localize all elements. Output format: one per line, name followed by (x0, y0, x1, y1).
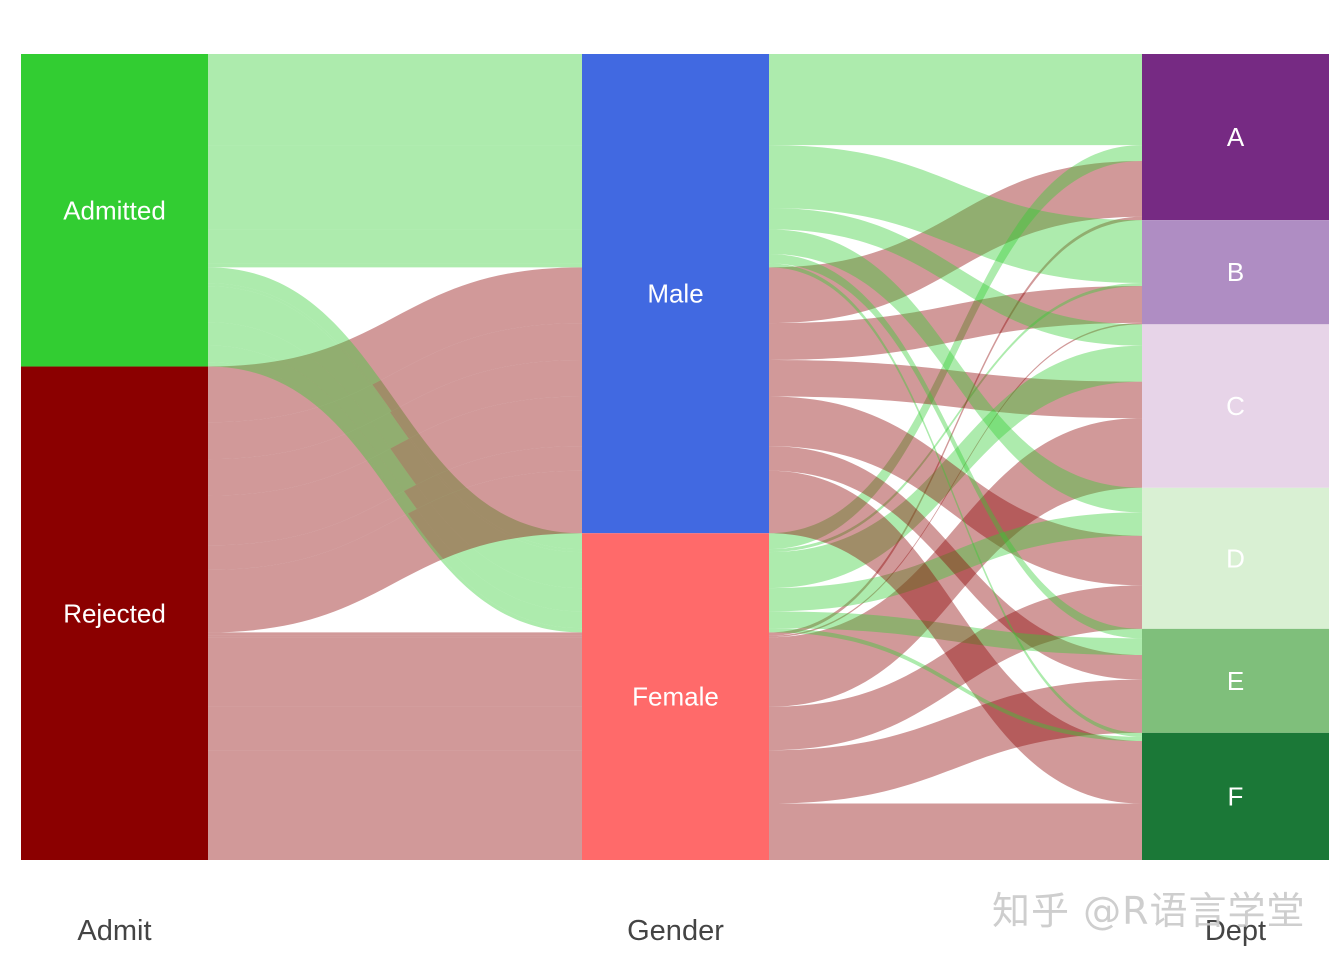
stratum-dept-b (1142, 220, 1329, 325)
flow-admitted-female-f-seg1 (208, 362, 582, 633)
axis-label-dept: Dept (1205, 915, 1266, 947)
flow-rejected-female-d-seg2 (769, 585, 1142, 751)
flow-admitted-male-e-seg1 (208, 253, 582, 264)
flow-admitted-male-c-seg1 (208, 208, 582, 230)
flow-admitted-female-b-seg1 (208, 283, 582, 553)
flow-admitted-male-f-seg2 (769, 263, 1142, 737)
flow-rejected-male-f-seg1 (208, 470, 582, 633)
flow-admitted-female-c-seg2 (769, 345, 1142, 589)
flow-admitted-male-b-seg2 (769, 145, 1142, 284)
flow-admitted-male-c-seg2 (769, 208, 1142, 346)
stratum-admit-rejected (21, 366, 208, 860)
stratum-admit-admitted (21, 54, 208, 367)
stratum-label-f: F (1228, 781, 1244, 811)
flow-admitted-male-e-seg2 (769, 253, 1142, 639)
stratum-label-a: A (1227, 122, 1245, 152)
stratum-label-b: B (1227, 257, 1244, 287)
flow-admitted-female-e-seg2 (769, 611, 1142, 656)
flow-rejected-male-a-seg1 (208, 267, 582, 423)
strata-layer: Admitted Rejected Male Female A B C D E F (21, 54, 1329, 860)
stratum-dept-a (1142, 54, 1329, 221)
flow-admitted-female-b-seg2 (769, 283, 1142, 553)
flow-rejected-male-d-seg2 (769, 396, 1142, 586)
flow-rejected-female-c-seg1 (208, 637, 582, 707)
flow-admitted-male-a-seg1 (208, 54, 582, 146)
flow-rejected-male-c-seg2 (769, 359, 1142, 419)
flow-admitted-female-a-seg2 (769, 145, 1142, 550)
stratum-dept-d (1142, 487, 1329, 629)
flow-rejected-female-b-seg1 (208, 635, 582, 638)
flow-rejected-female-d-seg1 (208, 706, 582, 751)
flow-rejected-female-e-seg1 (208, 750, 582, 804)
flow-admitted-female-d-seg2 (769, 512, 1142, 612)
flow-admitted-female-f-seg2 (769, 628, 1142, 742)
axis-labels-layer: Admit Gender Dept (77, 915, 1266, 947)
flow-rejected-male-d-seg1 (208, 396, 582, 546)
flow-rejected-male-c-seg1 (208, 359, 582, 496)
watermark: 知乎 @R语言学堂 (992, 889, 1306, 933)
stratum-gender-male (582, 54, 769, 534)
stratum-label-rejected: Rejected (63, 598, 166, 628)
stratum-dept-e (1142, 628, 1329, 733)
stratum-label-c: C (1226, 391, 1245, 421)
flow-admitted-male-f-seg1 (208, 263, 582, 268)
flow-admitted-female-a-seg1 (208, 267, 582, 550)
flow-admitted-male-a-seg2 (769, 54, 1142, 146)
flow-rejected-female-f-seg2 (769, 803, 1142, 860)
stratum-label-male: Male (647, 279, 703, 309)
axis-label-admit: Admit (77, 915, 151, 947)
flow-rejected-female-a-seg2 (769, 216, 1142, 636)
stratum-label-female: Female (632, 682, 719, 712)
flow-rejected-male-a-seg2 (769, 161, 1142, 324)
flow-rejected-male-f-seg2 (769, 470, 1142, 804)
flow-admitted-male-d-seg1 (208, 229, 582, 254)
flow-rejected-male-e-seg2 (769, 446, 1142, 680)
stratum-label-e: E (1227, 666, 1244, 696)
flow-admitted-male-b-seg1 (208, 145, 582, 209)
stratum-label-d: D (1226, 543, 1245, 573)
stratum-label-admitted: Admitted (63, 195, 166, 225)
flow-rejected-female-a-seg1 (208, 632, 582, 636)
stratum-dept-c (1142, 324, 1329, 488)
flow-rejected-female-b-seg2 (769, 322, 1142, 638)
axis-label-gender: Gender (627, 915, 724, 947)
flow-rejected-female-e-seg2 (769, 679, 1142, 804)
flow-admitted-female-d-seg1 (208, 322, 582, 612)
flow-rejected-male-b-seg2 (769, 286, 1142, 360)
stratum-dept-f (1142, 732, 1329, 860)
stratum-gender-female (582, 533, 769, 860)
flow-admitted-male-d-seg2 (769, 229, 1142, 513)
flow-admitted-female-e-seg1 (208, 345, 582, 629)
flow-rejected-female-f-seg1 (208, 803, 582, 860)
flow-admitted-female-c-seg1 (208, 286, 582, 589)
flow-rejected-male-b-seg1 (208, 323, 582, 460)
flows-layer (208, 54, 1142, 860)
flow-rejected-female-c-seg2 (769, 418, 1142, 707)
flow-rejected-male-e-seg1 (208, 446, 582, 570)
